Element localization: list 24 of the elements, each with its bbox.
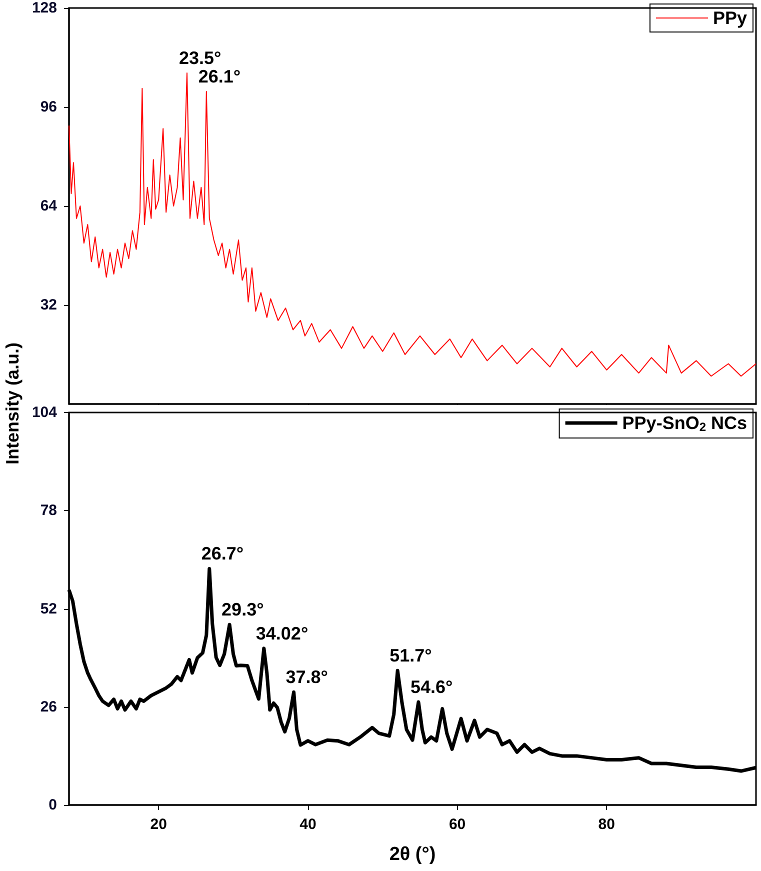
annotation: 37.8°	[286, 667, 328, 688]
annotation: 26.7°	[201, 544, 244, 564]
y-axis-title: Intensity (a.u.)	[2, 342, 24, 467]
y-tick-label: 26	[40, 698, 57, 716]
x-axis-title: 2θ (°)	[389, 844, 436, 865]
x-tick-label: 40	[300, 816, 316, 833]
annotation: 54.6°	[410, 676, 453, 697]
y-tick-label: 0	[48, 796, 57, 814]
y-tick-label: 64	[40, 198, 58, 214]
x-tick-label: 20	[150, 816, 167, 833]
legend-label: PPy	[712, 8, 748, 28]
y-tick-label: 104	[32, 404, 58, 421]
y-tick-label: 32	[40, 296, 57, 314]
y-tick-label: 128	[32, 0, 57, 16]
y-tick-label: 78	[40, 502, 57, 520]
x-tick-label: 80	[598, 816, 615, 833]
annotation: 34.02°	[256, 623, 308, 644]
annotation: 51.7°	[390, 646, 432, 666]
annotation: 23.5°	[178, 48, 222, 68]
annotation: 26.1°	[198, 66, 241, 87]
x-tick-label: 60	[448, 816, 466, 833]
y-tick-label: 96	[40, 98, 57, 116]
y-tick-label: 52	[40, 600, 57, 618]
annotation: 29.3°	[222, 600, 264, 620]
